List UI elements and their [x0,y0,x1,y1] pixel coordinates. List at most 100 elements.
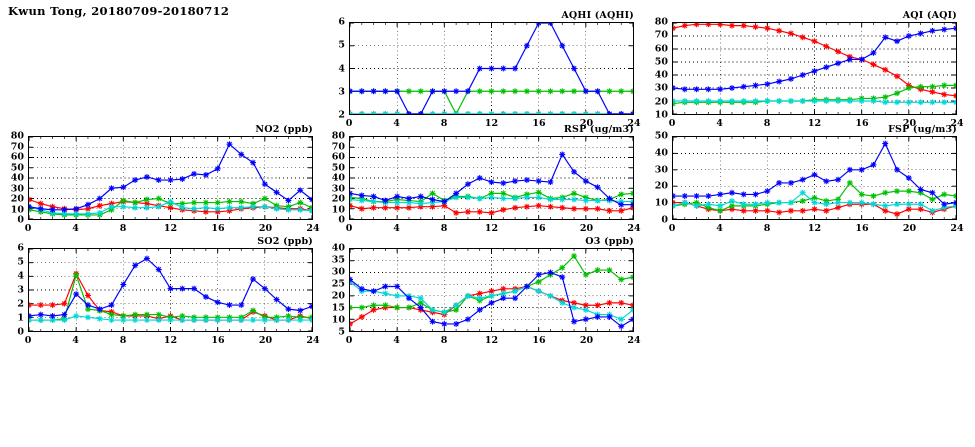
x-axis-tick-label: 12 [807,223,822,234]
x-axis-tick-label: 0 [668,223,676,234]
y-axis-tick-label: 10 [654,197,668,209]
y-axis-tick-label: 70 [10,141,24,152]
chart-title-aqhi: AQHI (AQHI) [561,10,634,21]
x-axis-tick-label: 0 [24,223,32,234]
x-axis-tick-label: 8 [119,223,127,234]
y-axis-tick-label: 10 [654,109,668,121]
plot-area-no2 [28,136,313,220]
x-axis-tick-label: 20 [902,223,917,234]
x-axis-tick-label: 24 [627,335,641,346]
y-axis-tick-label: 5 [338,326,345,338]
x-axis-tick-label: 8 [440,118,448,129]
y-axis-tick-label: 6 [338,16,345,28]
plot-area-aqi [672,22,957,115]
x-axis-tick-label: 24 [627,118,641,129]
x-axis-tick-label: 12 [484,335,499,346]
x-axis-tick-label: 16 [211,335,225,346]
x-axis-tick-label: 12 [163,223,178,234]
y-axis-tick-label: 10 [331,314,345,326]
y-axis-tick-label: 4 [338,63,345,74]
y-axis-tick-label: 15 [331,302,345,314]
x-axis-tick-label: 8 [763,118,771,129]
x-axis-tick-label: 4 [393,223,400,234]
y-axis-tick-label: 50 [10,162,24,173]
chart-panel-fsp: FSP (ug/m3) 0 10 20 30 40 50 0 4 8 12 16 20 24 [655,124,964,234]
plot-area-fsp [672,136,957,220]
y-axis-tick-label: 70 [654,29,668,41]
x-axis-tick-label: 24 [950,223,964,234]
chart-panel-o3: O3 (ppb) 5 10 15 20 25 30 35 40 0 4 8 12 16 20 24 [332,236,641,346]
x-axis-tick-label: 0 [345,118,353,129]
y-axis-tick-label: 0 [17,326,24,338]
y-axis-tick-label: 30 [10,183,24,194]
x-axis-tick-label: 16 [532,335,546,346]
y-axis-tick-label: 20 [654,96,668,108]
plot-area-so2 [28,248,313,332]
y-axis-tick-label: 20 [10,193,24,205]
x-axis-tick-label: 16 [211,223,225,234]
y-axis-tick-label: 3 [338,86,345,98]
y-axis-tick-label: 1 [17,312,24,324]
y-axis-tick-label: 80 [331,130,345,142]
y-axis-tick-label: 30 [331,183,345,194]
y-axis-tick-label: 0 [661,214,668,226]
x-axis-tick-label: 20 [258,223,273,234]
plot-area-aqhi [349,22,634,115]
chart-panel-no2: NO2 (ppb) 0 10 20 30 40 50 60 70 80 0 4 8 12 16 20 24 [11,124,320,234]
y-axis-tick-label: 20 [331,193,345,205]
x-axis-tick-label: 16 [855,223,869,234]
chart-title-rsp: RSP (ug/m3) [563,124,634,135]
chart-panel-rsp: RSP (ug/m3) 0 10 20 30 40 50 60 70 80 0 4 8 12 16 20 24 [332,124,641,234]
y-axis-tick-label: 30 [331,266,345,278]
x-axis-tick-label: 0 [345,223,353,234]
x-axis-tick-label: 24 [306,335,320,346]
chart-title-aqi: AQI (AQI) [902,10,957,21]
chart-title-so2: SO2 (ppb) [257,236,313,247]
y-axis-tick-label: 60 [10,151,24,163]
plot-area-rsp [349,136,634,220]
y-axis-tick-label: 10 [331,204,345,215]
chart-panel-aqi: AQI (AQI) 10 20 30 40 50 60 70 80 0 4 8 12 16 20 24 [655,10,964,129]
x-axis-tick-label: 4 [72,223,79,234]
y-axis-tick-label: 50 [654,56,668,68]
y-axis-tick-label: 40 [331,172,345,184]
y-axis-tick-label: 0 [338,214,345,226]
y-axis-tick-label: 5 [17,256,24,268]
y-axis-tick-label: 60 [331,151,345,163]
x-axis-tick-label: 16 [532,118,546,129]
x-axis-tick-label: 4 [716,118,723,129]
y-axis-tick-label: 30 [654,82,668,94]
y-axis-tick-label: 80 [654,16,668,28]
y-axis-tick-label: 20 [654,180,668,192]
y-axis-tick-label: 60 [654,43,668,55]
y-axis-tick-label: 5 [338,39,345,51]
y-axis-tick-label: 10 [10,204,24,215]
x-axis-tick-label: 12 [163,335,178,346]
y-axis-tick-label: 40 [654,147,668,159]
y-axis-tick-label: 30 [654,164,668,176]
y-axis-tick-label: 50 [654,130,668,142]
x-axis-tick-label: 8 [440,223,448,234]
x-axis-tick-label: 12 [484,223,499,234]
page-title: Kwun Tong, 20180709-20180712 [8,4,230,18]
x-axis-tick-label: 24 [306,223,320,234]
x-axis-tick-label: 24 [950,118,964,129]
chart-title-o3: O3 (ppb) [585,236,634,247]
x-axis-tick-label: 4 [72,335,79,346]
x-axis-tick-label: 20 [258,335,273,346]
x-axis-tick-label: 0 [345,335,353,346]
y-axis-tick-label: 4 [17,270,24,282]
y-axis-tick-label: 50 [331,162,345,173]
y-axis-tick-label: 2 [338,109,345,121]
y-axis-tick-label: 40 [331,242,345,254]
y-axis-tick-label: 40 [10,172,24,184]
y-axis-tick-label: 2 [17,298,24,310]
chart-panel-aqhi: AQHI (AQHI) 2 3 4 5 6 0 4 8 12 16 20 24 [338,10,640,129]
plot-area-o3 [349,248,634,332]
y-axis-tick-label: 35 [331,254,345,266]
x-axis-tick-label: 4 [393,118,400,129]
y-axis-tick-label: 0 [17,214,24,226]
x-axis-tick-label: 0 [668,118,676,129]
x-axis-tick-label: 16 [855,118,869,129]
y-axis-tick-label: 70 [331,141,345,152]
